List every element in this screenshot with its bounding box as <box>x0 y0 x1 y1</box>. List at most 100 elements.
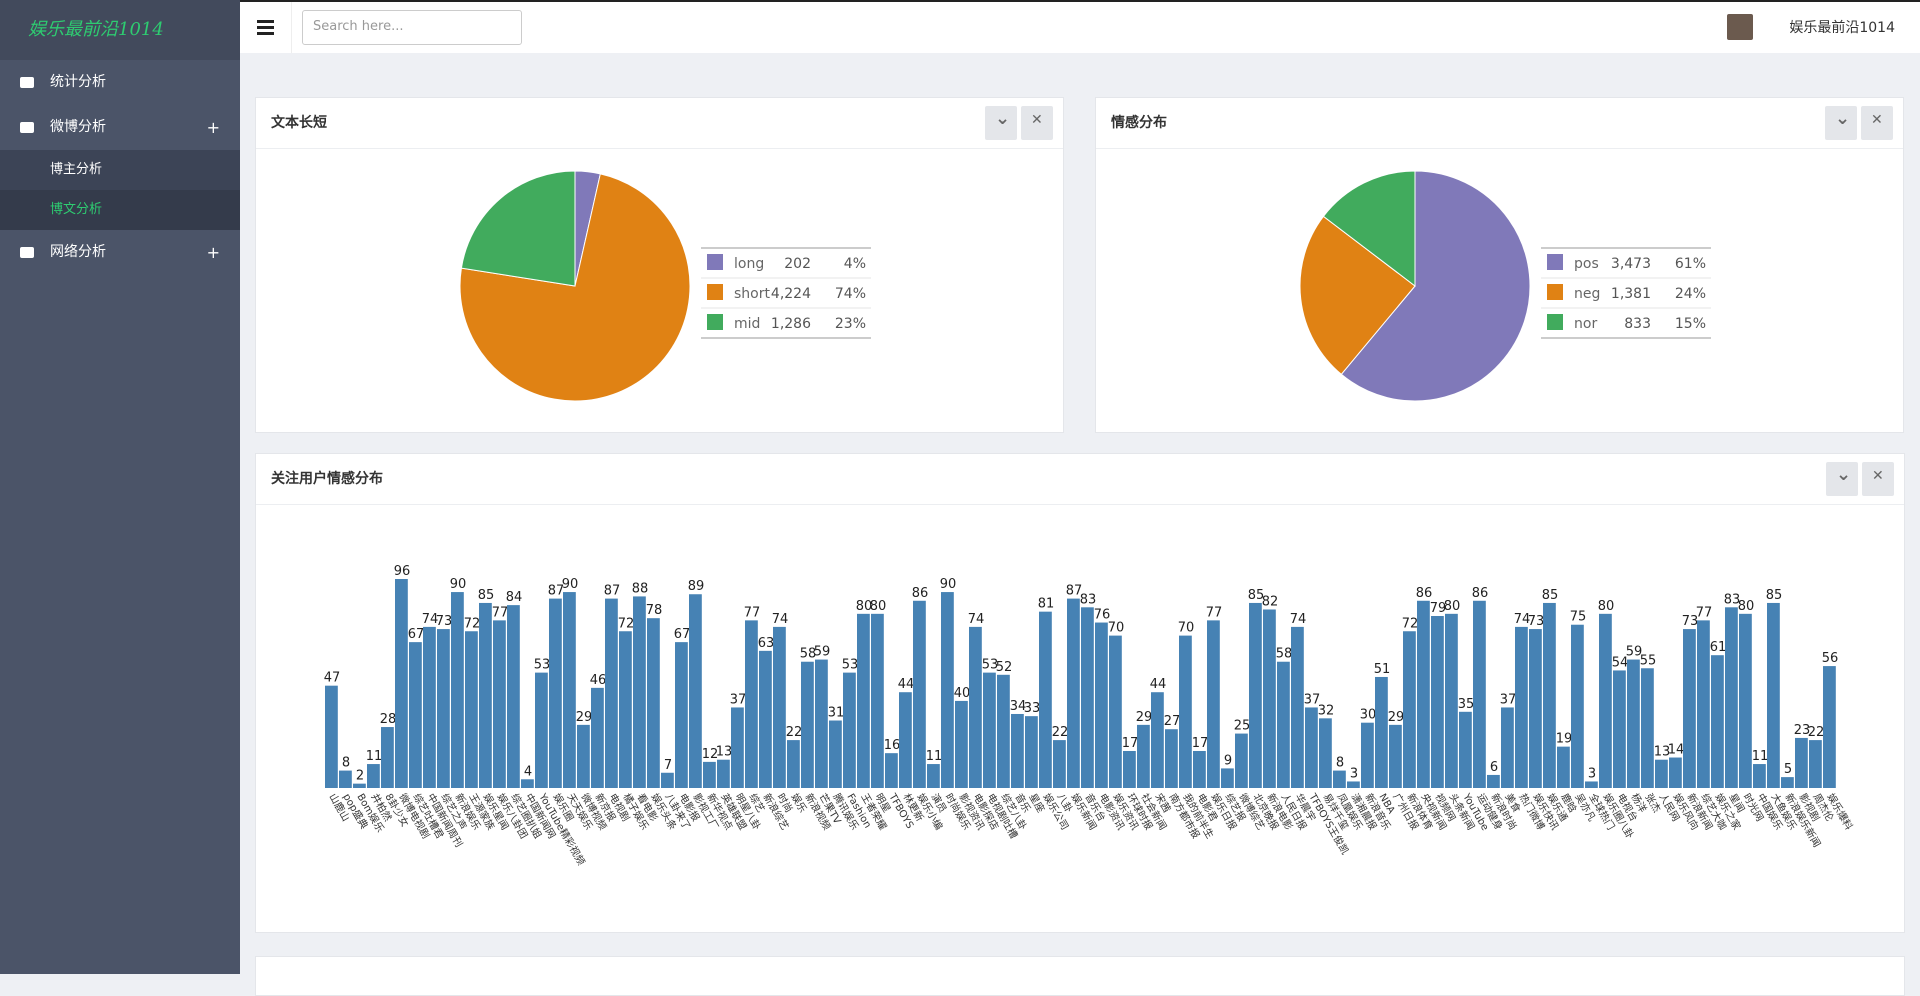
value-label: 5 <box>1784 762 1792 777</box>
menu-item[interactable]: 微博分析 + <box>0 105 240 150</box>
value-label: 73 <box>436 614 453 629</box>
value-label: 12 <box>702 747 719 762</box>
legend-label: nor <box>1574 316 1597 332</box>
bar <box>1389 724 1402 788</box>
value-label: 63 <box>758 636 775 651</box>
value-label: 74 <box>422 612 439 627</box>
bar <box>1039 611 1052 788</box>
value-label: 87 <box>1066 584 1083 599</box>
bar <box>1543 602 1556 788</box>
bar <box>409 642 422 788</box>
bar <box>1585 781 1598 788</box>
value-label: 75 <box>1570 610 1587 625</box>
value-label: 44 <box>898 677 915 692</box>
bar <box>1753 764 1766 788</box>
legend-label: neg <box>1574 286 1600 302</box>
value-label: 59 <box>1626 645 1643 660</box>
bar <box>969 626 982 788</box>
value-label: 82 <box>1262 594 1279 609</box>
bar <box>647 618 660 788</box>
bar <box>1403 631 1416 788</box>
close-button[interactable] <box>1861 106 1893 140</box>
bar <box>1697 620 1710 788</box>
value-label: 54 <box>1612 655 1629 670</box>
bar <box>759 650 772 788</box>
bar <box>955 700 968 788</box>
legend-percent: 15% <box>1675 316 1706 332</box>
value-label: 17 <box>1122 736 1139 751</box>
bar <box>493 620 506 788</box>
menu-toggle[interactable] <box>240 2 292 53</box>
submenu-item[interactable]: 博文分析 <box>0 190 240 230</box>
value-label: 72 <box>1402 616 1419 631</box>
bar <box>367 764 380 788</box>
value-label: 70 <box>1178 621 1195 636</box>
value-label: 72 <box>618 616 635 631</box>
bar <box>451 592 464 788</box>
value-label: 25 <box>1234 719 1251 734</box>
value-label: 67 <box>408 627 425 642</box>
value-label: 22 <box>786 725 803 740</box>
bar <box>689 594 702 788</box>
bar <box>717 759 730 788</box>
bar <box>577 724 590 788</box>
bar <box>1137 724 1150 788</box>
bar <box>1025 716 1038 788</box>
bar <box>1571 624 1584 788</box>
pie-slice <box>1299 215 1416 375</box>
collapse-button[interactable] <box>985 106 1017 140</box>
value-label: 88 <box>632 581 649 596</box>
legend-percent: 4% <box>844 256 866 272</box>
menu-item[interactable]: 统计分析 <box>0 60 240 105</box>
value-label: 80 <box>856 599 873 614</box>
bar <box>661 772 674 788</box>
value-label: 22 <box>1808 725 1825 740</box>
menu-item[interactable]: 网络分析 + <box>0 230 240 275</box>
close-button[interactable] <box>1021 106 1053 140</box>
bar <box>1361 722 1374 788</box>
value-label: 77 <box>492 605 509 620</box>
bar <box>1417 600 1430 788</box>
close-button[interactable] <box>1862 462 1894 496</box>
bar <box>1711 655 1724 788</box>
collapse-button[interactable] <box>1825 106 1857 140</box>
value-label: 56 <box>1822 651 1839 666</box>
value-label: 4 <box>524 764 532 779</box>
value-label: 17 <box>1192 736 1209 751</box>
value-label: 28 <box>380 712 397 727</box>
bar <box>1473 600 1486 788</box>
bar <box>1739 613 1752 788</box>
bar <box>1641 668 1654 788</box>
value-label: 87 <box>604 584 621 599</box>
value-label: 8 <box>342 756 350 771</box>
value-label: 37 <box>1304 692 1321 707</box>
bar <box>1291 626 1304 788</box>
bar <box>773 626 786 788</box>
legend-value: 3,473 <box>1611 256 1651 272</box>
chart: long 202 4% short 4,224 74% mid 1,286 23% <box>459 170 871 402</box>
bar <box>339 770 352 788</box>
value-label: 9 <box>1224 753 1232 768</box>
bar <box>997 674 1010 788</box>
bar <box>1263 609 1276 788</box>
bar <box>1347 781 1360 788</box>
user-name[interactable]: 娱乐最前沿1014 <box>1789 20 1895 36</box>
legend-percent: 74% <box>835 286 866 302</box>
search-input[interactable]: Search here... <box>302 10 522 45</box>
value-label: 37 <box>730 692 747 707</box>
bar <box>549 598 562 788</box>
bar <box>1655 759 1668 788</box>
bar <box>605 598 618 788</box>
submenu-item[interactable]: 博主分析 <box>0 150 240 190</box>
avatar <box>1727 14 1753 40</box>
bar <box>857 613 870 788</box>
value-label: 37 <box>1500 692 1517 707</box>
bar <box>521 779 534 788</box>
value-label: 32 <box>1318 703 1335 718</box>
legend-value: 1,381 <box>1611 286 1651 302</box>
bar <box>1053 740 1066 788</box>
bar <box>633 596 646 788</box>
value-label: 81 <box>1038 597 1055 612</box>
collapse-button[interactable] <box>1826 462 1858 496</box>
